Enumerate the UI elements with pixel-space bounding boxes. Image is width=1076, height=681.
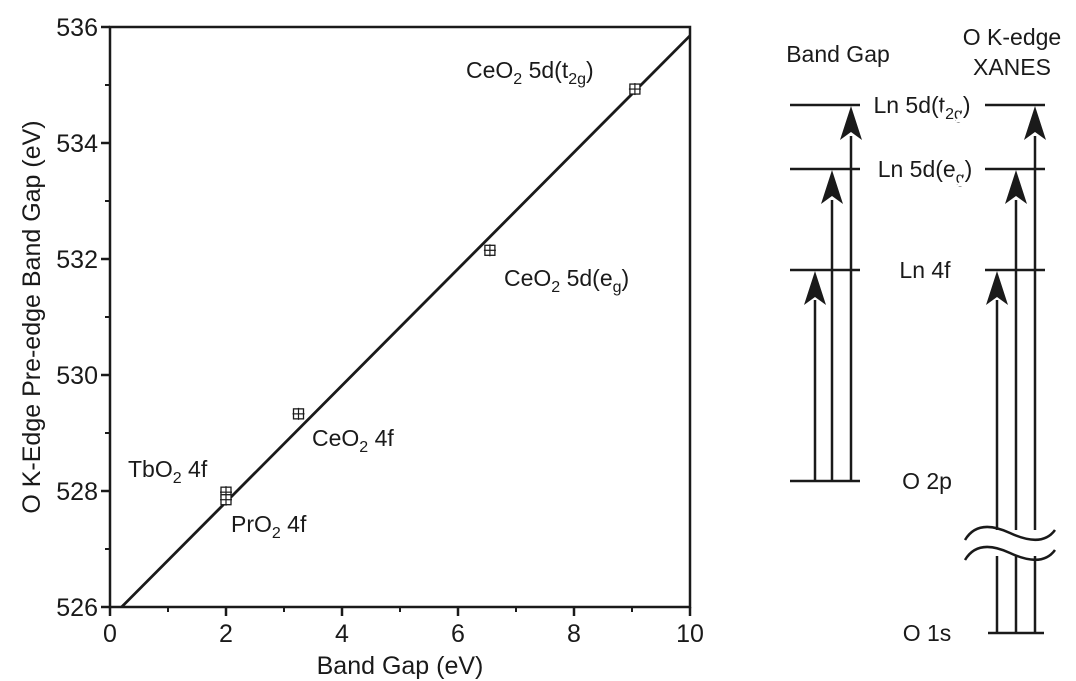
fit-line [120, 34, 690, 607]
y-tick-label: 532 [56, 246, 98, 274]
level-label-o1s: O 1s [903, 620, 952, 646]
x-tick-label: 8 [567, 620, 581, 648]
data-point [483, 244, 496, 257]
data-point [628, 83, 641, 96]
point-labels: CeO2 5d(t2g) CeO2 5d(eg) CeO2 4f TbO2 4f PrO… [128, 57, 629, 542]
y-tick-label: 536 [56, 14, 98, 42]
level-label-o2p: O 2p [902, 468, 952, 494]
fit-line-group [120, 34, 690, 607]
arrowheads [804, 106, 1046, 305]
energy-level-diagram [790, 103, 1057, 635]
bg-arrowhead-t2g [840, 106, 862, 140]
level-label-eg: Ln 5d(eg) [878, 156, 973, 187]
point-label: CeO2 5d(eg) [504, 265, 629, 296]
y-tick-label: 528 [56, 478, 98, 506]
xanes-arrowhead-t2g [1024, 106, 1046, 140]
point-label: CeO2 5d(t2g) [466, 57, 594, 88]
x-tick-label: 2 [219, 620, 233, 648]
bg-arrowhead-4f [804, 271, 826, 305]
y-tick-label: 530 [56, 362, 98, 390]
y-axis-ticks: 526 528 530 532 534 536 [56, 14, 110, 622]
y-tick-label: 534 [56, 130, 98, 158]
xanes-arrowhead-4f [986, 271, 1008, 305]
xanes-header-line2: XANES [973, 54, 1051, 80]
bg-arrowhead-eg [821, 170, 843, 204]
point-label: CeO2 4f [312, 425, 394, 456]
x-axis-ticks: 0 2 4 6 8 10 [103, 607, 704, 648]
axis-break-lower [963, 545, 1057, 561]
x-tick-label: 10 [676, 620, 704, 648]
level-label-4f: Ln 4f [899, 257, 951, 283]
data-points [220, 83, 641, 506]
x-tick-label: 6 [451, 620, 465, 648]
y-axis-title: O K-Edge Pre-edge Band Gap (eV) [18, 120, 46, 513]
xanes-arrowhead-eg [1005, 170, 1027, 204]
y-tick-label: 526 [56, 594, 98, 622]
axis-break-upper [963, 525, 1057, 541]
x-tick-label: 4 [335, 620, 349, 648]
data-point [292, 407, 305, 420]
point-label: TbO2 4f [128, 456, 208, 487]
xanes-header-line1: O K-edge [963, 24, 1061, 50]
plot-frame [108, 25, 692, 609]
point-label: PrO2 4f [231, 511, 307, 542]
level-label-t2g: Ln 5d(t2g) [873, 92, 970, 123]
x-axis-title: Band Gap (eV) [317, 652, 484, 680]
band-gap-header: Band Gap [786, 41, 890, 67]
x-tick-label: 0 [103, 620, 117, 648]
data-point [220, 493, 232, 506]
